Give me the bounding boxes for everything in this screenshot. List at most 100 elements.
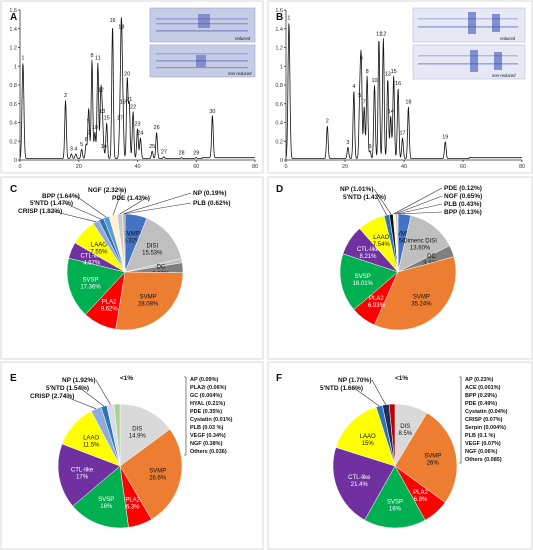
minor-item-e: PLA2i (0.06%) [190, 385, 227, 391]
panel-a-label: A [10, 12, 17, 23]
gel-a-non-reduced-bands [156, 53, 248, 69]
y-tick-label-a: 1.4 [9, 27, 17, 33]
gel-a-non-reduced-label: non-reduced [228, 71, 252, 76]
leader-line-d [394, 195, 443, 215]
slice-name-label-d: PLA2 [369, 296, 384, 302]
peak-label-a: 4 [74, 147, 77, 153]
slice-value-label-c: 28.08% [138, 302, 159, 308]
slice-name-label-f: LAAO [360, 434, 376, 440]
minor-item-f: PLB (0.1 %) [465, 433, 495, 439]
leader-line-c [112, 189, 123, 216]
gel-b-non-reduced-label: non-reduced [492, 73, 516, 78]
minor-item-f: Others (0.085) [465, 457, 502, 463]
y-tick-label-b: 0.8 [275, 83, 283, 89]
minor-bracket-e [184, 376, 187, 456]
peak-label-b: 17 [399, 131, 405, 137]
minor-item-e: HYAL (0.21%) [190, 401, 225, 407]
y-tick-label-b: 1.6 [275, 8, 283, 14]
x-tick-label-b: 80 [519, 164, 525, 170]
y-tick-label-a: 0.8 [9, 83, 17, 89]
leader-line-d [393, 187, 443, 215]
slice-outside-label-c: 5'NTD (1.47%) [30, 200, 73, 207]
x-tick-label-a: 40 [134, 164, 140, 170]
panel-e-frame [0, 361, 264, 550]
panel-c-label: C [10, 184, 17, 195]
slice-name-label-c: SVMPi [123, 232, 141, 238]
peak-label-b: 18 [405, 100, 411, 106]
slice-outside-label-e: 5'NTD (1.54%) [46, 385, 89, 392]
minor-item-f: BPP (0.29%) [465, 393, 497, 399]
slice-outside-label-c: BPP (1.64%) [42, 193, 80, 200]
minor-list-f: AP (0.23%) ACE (0.001%) BPP (0.29%) PDE (0.… [459, 376, 508, 464]
y-tick-label-b: 1 [280, 64, 283, 70]
pie-slice-f-laao [335, 406, 396, 467]
slice-name-label-d: LAAO [373, 235, 389, 241]
slice-name-label-c: DC [157, 264, 166, 270]
slice-value-label-d: 6.93% [368, 303, 386, 309]
peak-label-a: 22 [130, 104, 136, 110]
y-tick-label-b: 0.6 [275, 102, 283, 108]
minor-item-f: VEGF (0.07%) [465, 441, 501, 447]
leader-line-d [376, 196, 387, 216]
leader-line-d [397, 211, 443, 215]
slice-value-label-c: 15.53% [142, 251, 163, 257]
slice-name-label-c: SVMP [140, 295, 157, 301]
minor-item-e: Cystatin (0.01%) [190, 417, 233, 423]
peak-label-a: 27 [161, 149, 167, 155]
slice-name-label-e: PLA2 [125, 497, 140, 503]
peak-label-a: 13 [99, 109, 105, 115]
slice-name-label-d: Dimeric DISI [403, 239, 437, 245]
gel-b-non-reduced [412, 44, 526, 80]
slice-value-label-d: 16.01% [353, 281, 374, 287]
slice-name-label-d: DC [427, 254, 436, 260]
minor-item-f: AP (0.23%) [465, 377, 493, 383]
slice-name-label-e: CTL-like [71, 468, 94, 474]
minor-item-f: ACE (0.001%) [465, 385, 501, 391]
panel-f-other-note: <1% [395, 375, 408, 382]
slice-value-label-e: 17% [76, 475, 89, 481]
peak-label-a: 12 [98, 88, 104, 94]
minor-bracket-f [459, 376, 462, 464]
slice-outside-label-d: BPP (0.13%) [444, 209, 482, 216]
panel-d-label: D [276, 184, 283, 195]
peak-label-a: 17 [117, 116, 123, 122]
peak-label-b: 13 [385, 72, 391, 78]
peak-label-b: 1 [287, 15, 290, 21]
slice-value-label-c: 9.62% [101, 306, 119, 312]
leader-line-e [79, 387, 105, 407]
slice-name-label-e: LAAO [83, 436, 99, 442]
slice-outside-label-c: PLB (0.62%) [193, 200, 231, 207]
peak-label-a: 18 [118, 25, 124, 31]
peak-label-a: 30 [209, 109, 215, 115]
peak-label-a: 16 [109, 18, 115, 24]
peak-label-a: 9 [87, 118, 90, 124]
panel-d-frame [267, 176, 533, 360]
slice-name-label-d: CTL-like [357, 247, 380, 253]
slice-value-label-c: 6.32% [123, 239, 141, 245]
peak-label-b: 15 [391, 69, 397, 75]
peak-label-a: 23 [134, 121, 140, 127]
slice-value-label-f: 21.4% [351, 482, 369, 488]
pie-slice-e-dis [119, 403, 171, 467]
peak-label-a: 10 [92, 125, 98, 131]
gel-a-reduced-label: reduced [235, 36, 251, 41]
slice-outside-label-c: NP (0.19%) [193, 190, 226, 197]
x-tick-label-b: 60 [460, 164, 466, 170]
slice-value-label-f: 16% [389, 506, 402, 512]
slice-name-label-e: DIS [132, 427, 142, 433]
slice-value-label-f: 15% [362, 441, 375, 447]
peak-label-a: 24 [137, 131, 143, 137]
minor-item-f: CRISP (0.07%) [465, 417, 503, 423]
peak-label-a: 5 [80, 142, 83, 148]
pie-slice-d-svmp [373, 256, 457, 331]
peak-label-a: 21 [126, 97, 132, 103]
minor-item-e: GC (0.004%) [190, 393, 222, 399]
leader-line-e [63, 395, 97, 410]
peak-label-b: 11 [376, 31, 382, 37]
peak-label-b: 2 [326, 118, 329, 124]
slice-name-label-f: SVSP [387, 499, 403, 505]
